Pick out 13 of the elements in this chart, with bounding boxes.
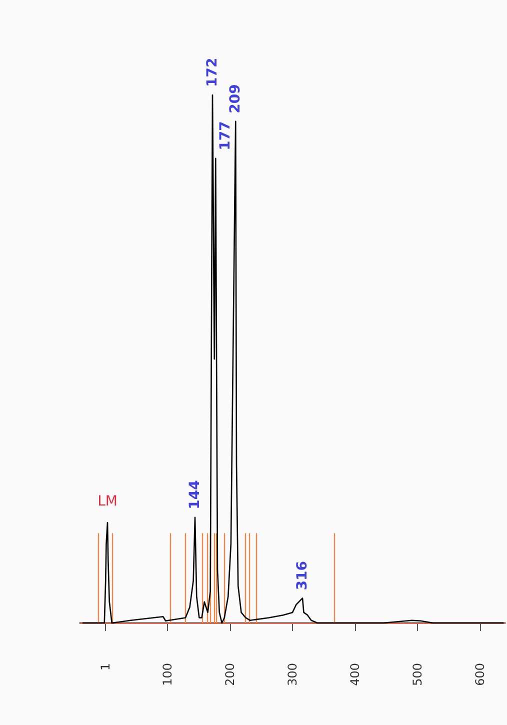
x-tick-label: 600 xyxy=(473,663,487,686)
annotation: 209 xyxy=(228,84,244,114)
x-tick-label: 1 xyxy=(98,663,113,671)
annotation: 172 xyxy=(204,58,220,87)
x-tick-label: 500 xyxy=(410,663,424,686)
annotation: 144 xyxy=(187,480,203,510)
annotation: 316 xyxy=(294,560,310,590)
x-tick-label: 200 xyxy=(223,663,237,686)
annotation: LM xyxy=(98,494,118,510)
x-tick-label: 300 xyxy=(286,663,300,686)
annotation: 177 xyxy=(218,121,234,150)
x-tick-label: 100 xyxy=(160,663,174,686)
x-tick-label: 400 xyxy=(348,663,362,686)
